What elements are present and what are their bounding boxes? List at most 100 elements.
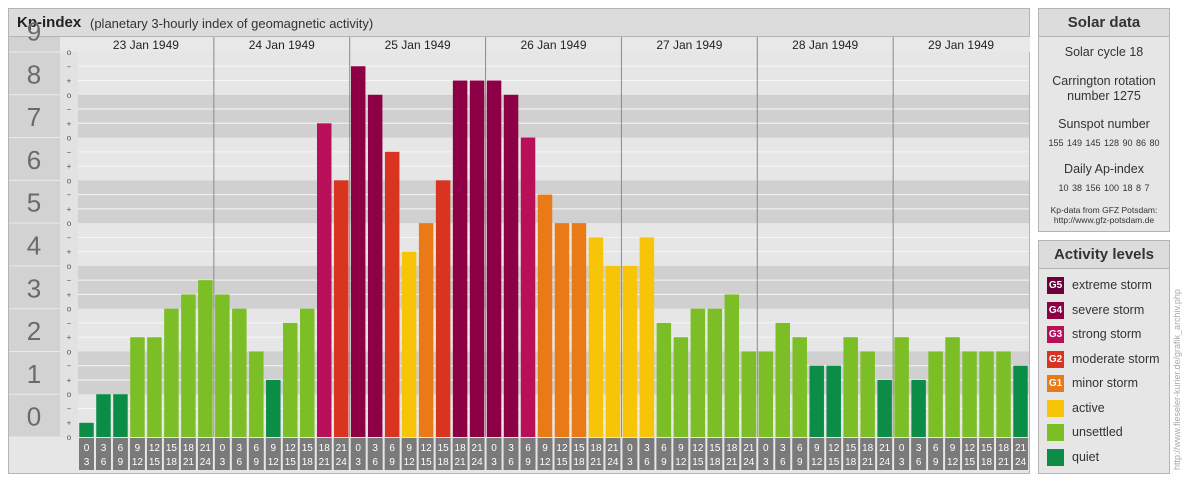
kp-bar xyxy=(996,351,1011,437)
legend-swatch: G4 xyxy=(1047,301,1064,319)
interval-end-label: 21 xyxy=(862,457,874,468)
kp-bar xyxy=(520,137,536,438)
interval-label-cell xyxy=(129,438,145,470)
kp-bar xyxy=(571,223,587,437)
grid-band xyxy=(78,137,1029,181)
interval-end-label: 12 xyxy=(132,457,144,468)
interval-label-cell xyxy=(741,438,757,470)
interval-start-label: 12 xyxy=(149,443,161,454)
kp-bar xyxy=(181,294,196,437)
interval-label-cell xyxy=(775,438,791,470)
legend-swatch xyxy=(1047,399,1064,417)
kp-bar xyxy=(469,80,485,437)
kp-bar xyxy=(164,308,179,437)
interval-end-label: 24 xyxy=(1015,457,1027,468)
interval-start-label: 15 xyxy=(438,443,450,454)
interval-end-label: 15 xyxy=(149,457,161,468)
interval-end-label: 9 xyxy=(661,457,667,468)
y-axis-column xyxy=(9,37,60,437)
y-tick-label: 1 xyxy=(27,359,41,389)
interval-end-label: 15 xyxy=(964,457,976,468)
kp-bar xyxy=(877,379,892,437)
interval-start-label: 3 xyxy=(372,443,378,454)
kp-bar xyxy=(96,394,111,437)
y-tick-label: 5 xyxy=(27,188,41,218)
interval-end-label: 24 xyxy=(200,457,212,468)
kp-bar xyxy=(232,308,247,437)
chart-title-bar: Kp-index (planetary 3-hourly index of ge… xyxy=(9,9,1029,37)
legend-swatch: G5 xyxy=(1047,277,1064,294)
kp-bar xyxy=(554,223,570,437)
minor-tick-label: − xyxy=(67,276,72,285)
interval-start-label: 12 xyxy=(692,443,704,454)
interval-label-cell xyxy=(265,438,281,470)
minor-tick-label: − xyxy=(67,233,72,242)
kp-bar xyxy=(452,80,468,437)
y-tick-label: 6 xyxy=(27,145,41,175)
minor-tick-label: + xyxy=(67,162,72,171)
interval-start-label: 15 xyxy=(981,443,993,454)
interval-label-cell xyxy=(231,438,247,470)
interval-start-label: 3 xyxy=(101,443,107,454)
kp-bar xyxy=(843,337,858,437)
kp-bar xyxy=(979,351,994,437)
interval-start-label: 6 xyxy=(797,443,803,454)
minor-tick-label: − xyxy=(67,404,72,413)
interval-end-label: 15 xyxy=(421,457,433,468)
interval-end-label: 24 xyxy=(743,457,755,468)
interval-end-label: 6 xyxy=(644,457,650,468)
minor-tick-label: − xyxy=(67,148,72,157)
y-tick-label: 4 xyxy=(27,231,41,261)
interval-start-label: 3 xyxy=(916,443,922,454)
interval-label-cell xyxy=(843,438,859,470)
minor-tick-label: + xyxy=(67,376,72,385)
solar-data-panel: Solar data Solar cycle 18 Carrington rot… xyxy=(1038,8,1170,232)
kp-bar xyxy=(707,308,723,437)
data-source-line1: Kp-data from GFZ Potsdam: xyxy=(1050,205,1158,215)
kp-bar xyxy=(435,180,451,438)
interval-start-label: 6 xyxy=(254,443,260,454)
kp-bar xyxy=(317,123,332,438)
minor-tick-label: − xyxy=(67,362,72,371)
interval-label-cell xyxy=(180,438,196,470)
interval-start-label: 21 xyxy=(607,443,619,454)
interval-label-cell xyxy=(95,438,111,470)
interval-start-label: 21 xyxy=(200,443,212,454)
kp-bar xyxy=(333,180,349,438)
chart-subtitle: (planetary 3-hourly index of geomagnetic… xyxy=(90,16,374,31)
interval-end-label: 3 xyxy=(627,457,633,468)
interval-start-label: 15 xyxy=(845,443,857,454)
legend-swatch xyxy=(1047,424,1064,441)
kp-bar xyxy=(79,422,94,437)
legend-swatch: G3 xyxy=(1047,326,1064,343)
interval-label-cell xyxy=(792,438,808,470)
minor-tick-label: + xyxy=(67,77,72,86)
minor-tick-label: o xyxy=(67,134,72,143)
interval-start-label: 9 xyxy=(406,443,412,454)
interval-label-cell xyxy=(350,438,366,470)
interval-end-label: 18 xyxy=(573,457,585,468)
activity-levels-panel: Activity levels G5 extreme storm G4 severe … xyxy=(1038,240,1170,474)
interval-end-label: 6 xyxy=(916,457,922,468)
kp-bar xyxy=(639,237,655,437)
interval-end-label: 15 xyxy=(556,457,568,468)
interval-label-cell xyxy=(571,438,587,470)
interval-label-cell xyxy=(962,438,978,470)
interval-end-label: 21 xyxy=(726,457,738,468)
interval-start-label: 0 xyxy=(84,443,90,454)
minor-tick-label: o xyxy=(67,305,72,314)
interval-label-cell xyxy=(452,438,468,470)
grid-band xyxy=(78,223,1029,266)
interval-end-label: 3 xyxy=(84,457,90,468)
data-source-line2: http://www.gfz-potsdam.de xyxy=(1053,215,1155,225)
interval-label-cell xyxy=(911,438,927,470)
interval-label-cell xyxy=(724,438,740,470)
interval-label-cell xyxy=(877,438,893,470)
kp-bar xyxy=(809,365,824,437)
minor-tick-label: o xyxy=(67,48,72,57)
minor-tick-label: + xyxy=(67,333,72,342)
interval-end-label: 21 xyxy=(998,457,1010,468)
grid-band xyxy=(78,180,1029,224)
kp-bar xyxy=(283,322,298,437)
minor-tick-label: o xyxy=(67,262,72,271)
